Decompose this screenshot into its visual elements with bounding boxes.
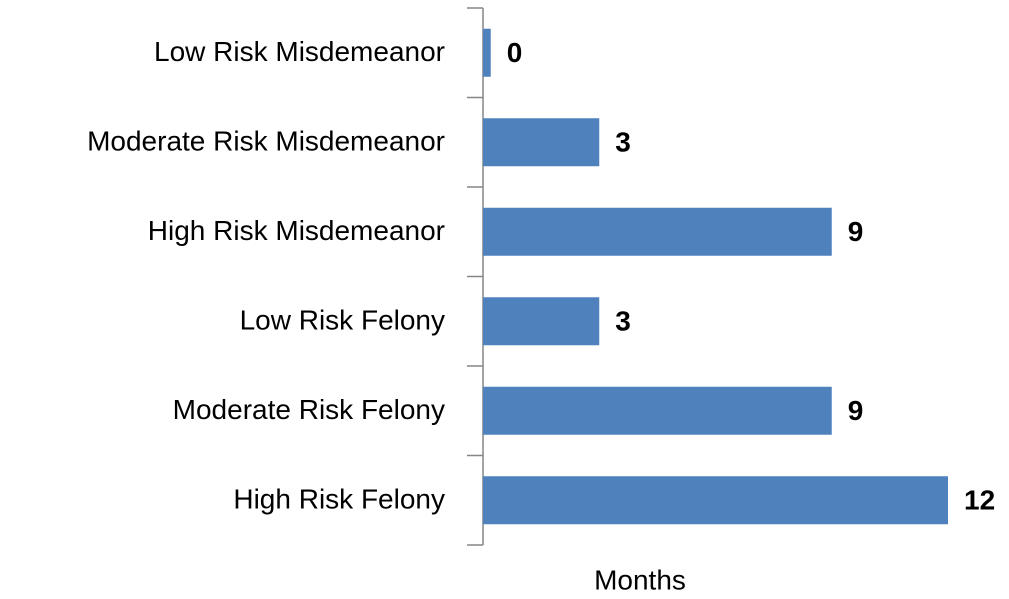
bar: [483, 297, 600, 346]
value-label: 9: [848, 395, 864, 426]
value-label: 3: [615, 306, 631, 337]
value-label: 12: [964, 485, 995, 516]
y-tick-label: High Risk Felony: [233, 484, 445, 515]
y-tick-label: Moderate Risk Felony: [173, 394, 445, 425]
y-tick-label: Moderate Risk Misdemeanor: [87, 126, 445, 157]
bar: [483, 476, 948, 525]
value-label: 3: [615, 127, 631, 158]
bar: [483, 28, 491, 77]
x-axis-label: Months: [594, 564, 686, 595]
y-tick-label: High Risk Misdemeanor: [148, 215, 445, 246]
y-tick-label: Low Risk Misdemeanor: [154, 36, 445, 67]
value-label: 0: [507, 37, 523, 68]
y-tick-label: Low Risk Felony: [240, 305, 445, 336]
bar: [483, 118, 600, 167]
value-label: 9: [848, 216, 864, 247]
bar: [483, 207, 832, 256]
bar: [483, 386, 832, 435]
